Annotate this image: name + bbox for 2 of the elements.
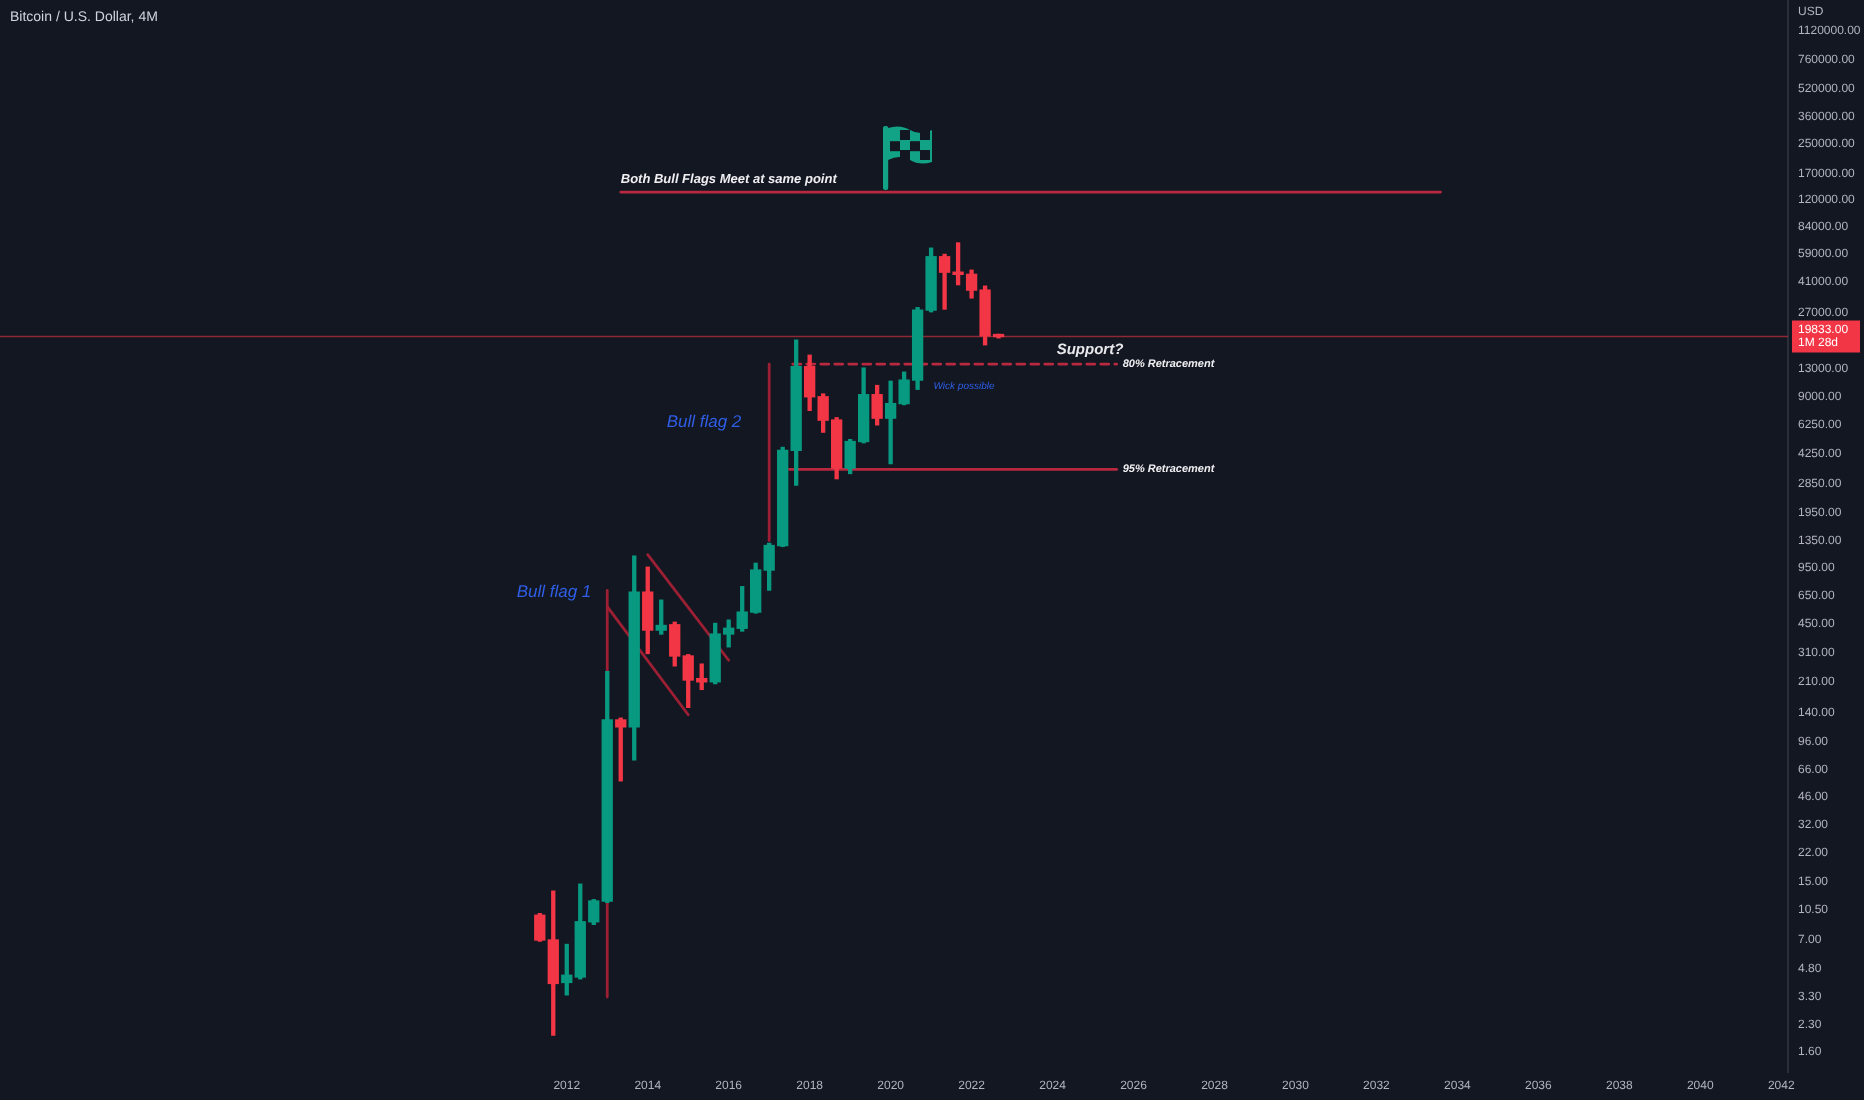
annotation: Bull flag 2	[666, 410, 742, 431]
annotation: Bull flag 1	[516, 580, 592, 601]
